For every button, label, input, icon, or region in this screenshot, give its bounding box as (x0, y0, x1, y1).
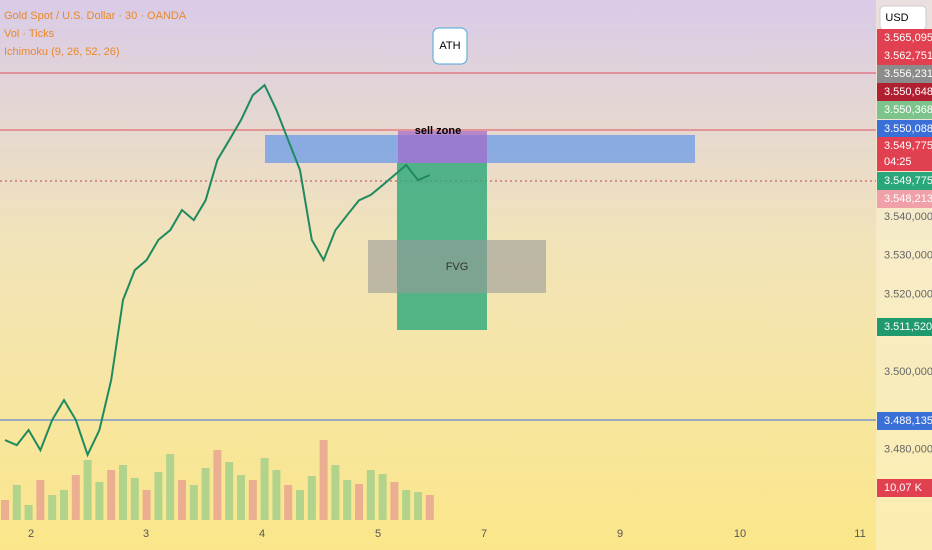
price-tag (877, 318, 932, 336)
price-tick-label: 3.480,000 (884, 444, 932, 456)
volume-bar (189, 485, 198, 520)
price-tag-label: 04:25 (884, 156, 912, 168)
price-tag (877, 190, 932, 208)
volume-bar (1, 500, 9, 520)
price-tag (877, 153, 932, 171)
price-tag-label: 3.549,775 (884, 175, 932, 187)
volume-bar (296, 490, 304, 520)
price-tag (877, 65, 932, 83)
stop-box (398, 131, 487, 163)
volume-bar (378, 474, 387, 520)
price-tick-label: 3.530,000 (884, 250, 932, 262)
volume-bar (12, 485, 21, 520)
ath-bubble (432, 27, 468, 65)
volume-bar (71, 475, 80, 520)
time-tick-label: 10 (734, 528, 746, 540)
fvg-label: FVG (446, 261, 469, 273)
price-tag (877, 412, 932, 430)
volume-label: Vol · Ticks (4, 28, 55, 40)
volume-bar (83, 460, 92, 520)
price-tag (877, 137, 932, 155)
volume-bar (319, 440, 328, 520)
price-tag-label: 3.550,088 (884, 123, 932, 135)
time-tick-label: 9 (617, 528, 623, 540)
ath-label: ATH (439, 40, 460, 52)
price-tag (877, 479, 932, 497)
volume-bar (154, 472, 163, 520)
volume-bar (178, 480, 186, 520)
volume-bar (343, 480, 352, 520)
time-tick-label: 4 (259, 528, 265, 540)
price-tag-label: 3.550,648 (884, 86, 932, 98)
volume-bar (60, 490, 68, 520)
volume-bar (36, 480, 45, 520)
volume-bar (48, 495, 57, 520)
price-tag-label: 3.556,231 (884, 68, 932, 80)
price-tick-label: 3.520,000 (884, 289, 932, 301)
price-tag-label: 3.548,213 (884, 193, 932, 205)
volume-bar (390, 482, 399, 520)
volume-bar (119, 465, 127, 520)
volume-bar (142, 490, 151, 520)
fvg-box (368, 240, 546, 293)
price-tag-label: 10,07 K (884, 482, 923, 494)
volume-bar (272, 470, 281, 520)
volume-bar (331, 465, 340, 520)
volume-bar (248, 480, 257, 520)
volume-bar (225, 462, 234, 520)
price-tag (877, 83, 932, 101)
price-tag (877, 47, 932, 65)
volume-bar (95, 482, 104, 520)
price-tick-label: 3.500,000 (884, 366, 932, 378)
time-tick-label: 5 (375, 528, 381, 540)
time-tick-label: 11 (854, 528, 865, 540)
volume-bar (366, 470, 375, 520)
currency[interactable]: USD (885, 12, 908, 24)
time-tick-label: 3 (143, 528, 149, 540)
indicator-label: Ichimoku (9, 26, 52, 26) (4, 46, 120, 58)
volume-bar (425, 495, 434, 520)
time-tick-label: 2 (28, 528, 34, 540)
volume-bar (414, 492, 422, 520)
price-tag (877, 29, 932, 47)
volume-bar (130, 478, 139, 520)
volume-bar (237, 475, 245, 520)
price-tick-label: 3.540,000 (884, 211, 932, 223)
price-tag-label: 3.549,775 (884, 140, 932, 152)
price-tag (877, 172, 932, 190)
volume-bar (166, 454, 175, 520)
volume-bar (260, 458, 269, 520)
price-tag-label: 3.565,095 (884, 32, 932, 44)
price-tag-label: 3.488,135 (884, 415, 932, 427)
sell-zone-label: sell zone (415, 125, 461, 137)
volume-bar (355, 484, 363, 520)
time-tick-label: 7 (481, 528, 487, 540)
symbol: Gold Spot / U.S. Dollar · 30 · OANDA (4, 10, 187, 22)
volume-bar (213, 450, 222, 520)
volume-bar (307, 476, 316, 520)
volume-bar (201, 468, 210, 520)
price-tag-label: 3.562,751 (884, 50, 932, 62)
volume-bar (284, 485, 293, 520)
price-tag-label: 3.511,520 (884, 321, 932, 333)
price-line (4, 83, 431, 458)
volume-bar (24, 505, 33, 520)
volume-bar (402, 490, 411, 520)
volume-bar (107, 470, 116, 520)
price-tag (877, 120, 932, 138)
price-tag-label: 3.550,368 (884, 104, 932, 116)
price-tag (877, 101, 932, 119)
